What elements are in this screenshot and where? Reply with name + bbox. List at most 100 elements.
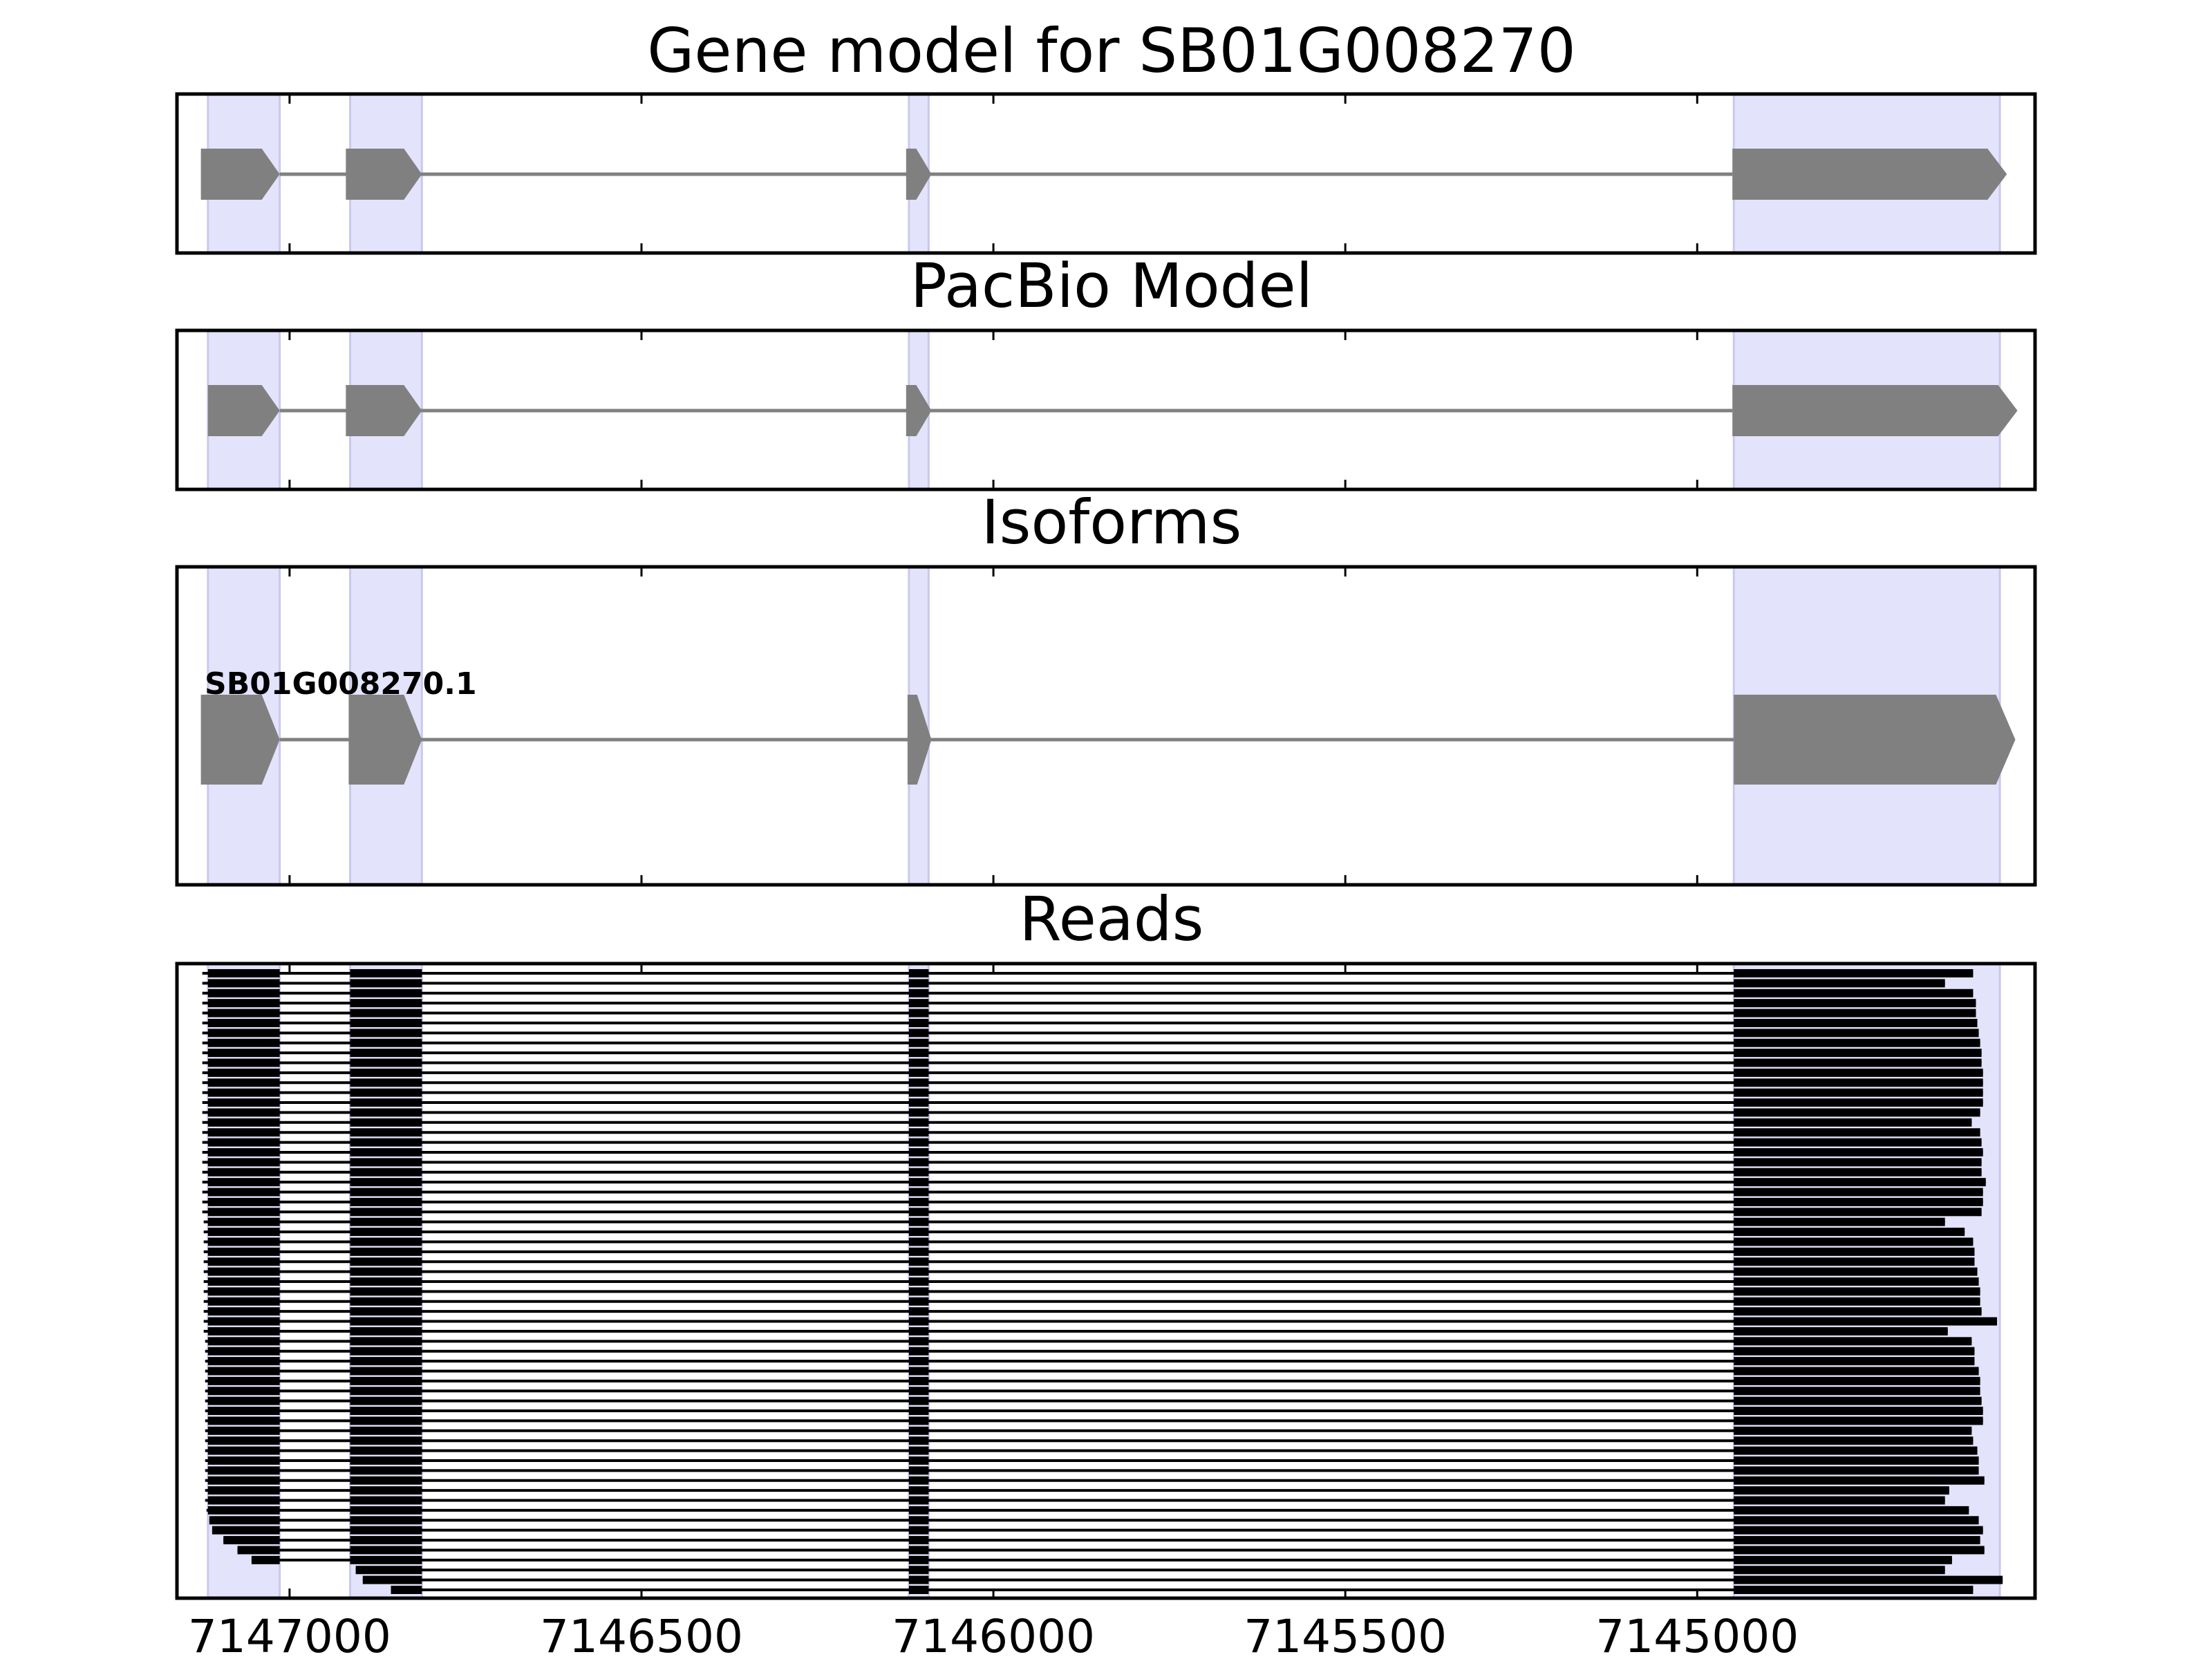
read-block xyxy=(908,1257,929,1266)
read-block xyxy=(207,1018,280,1027)
read-block xyxy=(908,1387,929,1396)
read-block xyxy=(1734,1098,1983,1107)
read xyxy=(205,1476,1985,1485)
read-block xyxy=(350,1098,422,1107)
read xyxy=(202,1128,1980,1137)
exon-block xyxy=(907,695,932,785)
read-block xyxy=(350,1188,422,1197)
read-block xyxy=(207,1098,280,1107)
read-block xyxy=(350,1029,422,1038)
read xyxy=(202,1178,1986,1187)
read-block xyxy=(207,999,280,1008)
read xyxy=(205,1347,1975,1356)
exon-block xyxy=(207,385,280,436)
read-block xyxy=(1734,1586,1974,1594)
read-block xyxy=(350,1168,422,1177)
read-block xyxy=(908,1178,929,1187)
read-block xyxy=(207,1486,280,1495)
exon-block xyxy=(1732,149,2007,200)
read xyxy=(206,1506,1969,1515)
read-block xyxy=(908,1575,929,1584)
read-block xyxy=(1734,1118,1972,1127)
read-block xyxy=(350,1416,422,1425)
read-block xyxy=(207,1168,280,1177)
read-block xyxy=(908,1506,929,1515)
exon-block xyxy=(200,149,280,200)
read-block xyxy=(207,1237,280,1246)
read xyxy=(205,1456,1979,1465)
read-block xyxy=(1734,1526,1983,1535)
read-block xyxy=(350,1357,422,1366)
read xyxy=(205,1337,1972,1346)
read-block xyxy=(209,1516,280,1525)
isoform-label: SB01G008270.1 xyxy=(205,666,477,702)
read-block xyxy=(350,1147,422,1156)
read-block xyxy=(908,1217,929,1226)
read xyxy=(205,1416,1983,1425)
read-block xyxy=(908,1009,929,1018)
x-tick-label: 7146000 xyxy=(892,1610,1095,1659)
read-block xyxy=(908,1118,929,1127)
read-block xyxy=(908,1446,929,1455)
read-block xyxy=(350,1228,422,1237)
read-block xyxy=(350,1476,422,1485)
read xyxy=(202,1049,1982,1058)
read-block xyxy=(908,1038,929,1047)
read-block xyxy=(350,1009,422,1018)
read-block xyxy=(908,1496,929,1505)
read-block xyxy=(1734,1466,1979,1475)
read xyxy=(237,1546,1985,1555)
read xyxy=(223,1536,1980,1545)
read-block xyxy=(350,1088,422,1097)
panel-frame xyxy=(175,962,2037,1600)
read-block xyxy=(1734,1138,1982,1147)
read-block xyxy=(207,1147,280,1156)
read-block xyxy=(207,1376,280,1385)
read-block xyxy=(908,1247,929,1256)
panel-frame xyxy=(175,92,2037,255)
read xyxy=(362,1575,2003,1584)
isoforms-panel: SB01G008270.1 xyxy=(175,565,2037,887)
read-block xyxy=(350,1555,422,1564)
read-block xyxy=(207,1078,280,1087)
read-block xyxy=(207,1367,280,1376)
read-block xyxy=(908,988,929,997)
read-block xyxy=(908,1147,929,1156)
read xyxy=(205,1396,1982,1405)
read-block xyxy=(350,1049,422,1058)
read-block xyxy=(350,1407,422,1416)
read-block xyxy=(251,1555,280,1564)
read-block xyxy=(350,1466,422,1475)
read xyxy=(202,979,1945,988)
panel-frame xyxy=(175,565,2037,887)
read xyxy=(205,1387,1980,1396)
read-block xyxy=(350,1516,422,1525)
read-block xyxy=(350,1108,422,1117)
read-block xyxy=(1734,1267,1978,1276)
read-block xyxy=(207,1436,280,1445)
read-block xyxy=(207,1108,280,1117)
read-block xyxy=(908,1367,929,1376)
read-block xyxy=(908,1486,929,1495)
read-block xyxy=(207,1307,280,1316)
read xyxy=(202,969,1974,977)
read-block xyxy=(350,1217,422,1226)
read-block xyxy=(212,1526,280,1535)
read xyxy=(205,1486,1949,1495)
read-block xyxy=(207,1128,280,1137)
read-block xyxy=(1734,1575,2003,1584)
read-block xyxy=(350,1347,422,1356)
read-block xyxy=(207,1387,280,1396)
read-block xyxy=(207,1396,280,1405)
read-block xyxy=(350,1267,422,1276)
read-block xyxy=(1734,1436,1974,1445)
x-tick-label: 7145000 xyxy=(1595,1610,1799,1659)
read-block xyxy=(908,1396,929,1405)
read-block xyxy=(1734,1247,1975,1256)
read-block xyxy=(350,1257,422,1266)
read-block xyxy=(908,1347,929,1356)
read-block xyxy=(1734,1009,1976,1018)
pacbio-model-panel xyxy=(175,328,2037,491)
read-block xyxy=(1734,1068,1983,1077)
read-block xyxy=(207,1038,280,1047)
